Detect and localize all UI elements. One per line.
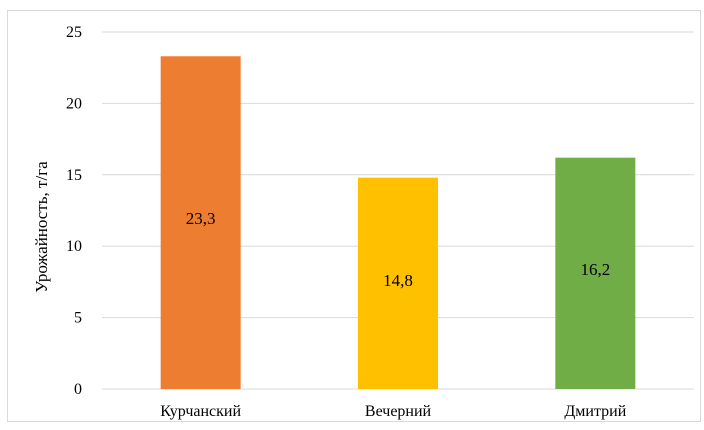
y-tick-label: 10	[66, 238, 82, 255]
bar	[555, 157, 636, 389]
y-tick-label: 0	[74, 381, 82, 398]
bar-value-label: 16,2	[580, 260, 610, 279]
x-axis-ticks: Курчанский Вечерний Дмитрий	[160, 403, 626, 420]
x-tick-label: Курчанский	[160, 403, 241, 420]
bar-value-label: 23,3	[186, 209, 216, 228]
bar-value-label: 14,8	[383, 271, 413, 290]
y-axis-title: Урожайность, т/га	[32, 161, 51, 293]
x-tick-label: Вечерний	[365, 403, 432, 420]
y-axis-ticks: 0 5 10 15 20 25	[66, 24, 82, 398]
y-tick-label: 15	[66, 167, 82, 184]
bar	[160, 56, 241, 389]
y-tick-label: 25	[66, 24, 82, 41]
x-tick-label: Дмитрий	[564, 403, 626, 420]
bar	[358, 177, 438, 389]
bars: 23,3 14,8 16,2	[160, 56, 636, 389]
y-tick-label: 5	[74, 310, 82, 327]
y-tick-label: 20	[66, 95, 82, 112]
